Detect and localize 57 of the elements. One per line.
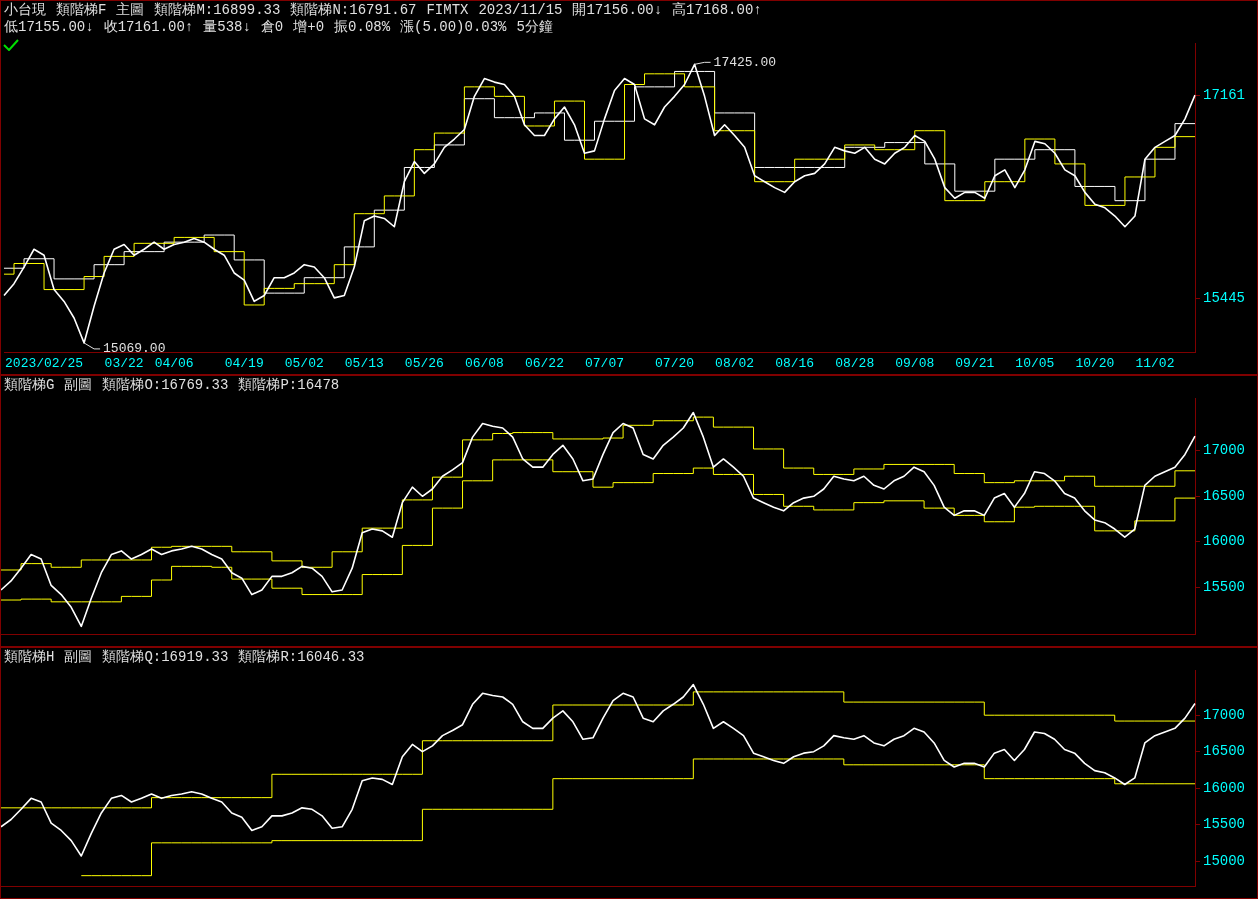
- text: 振0.08%: [334, 19, 391, 36]
- text: 類階梯H: [4, 649, 55, 666]
- text: 低17155.00↓: [4, 19, 94, 36]
- text: 類階梯R:16046.33: [238, 649, 365, 666]
- y-tick-label: 17161: [1203, 86, 1246, 103]
- annotation: 15069.00: [103, 341, 166, 357]
- y-tick-label: 16000: [1203, 533, 1246, 550]
- text: 類階梯M:16899.33: [154, 2, 281, 19]
- annotation: 17425.00: [713, 54, 776, 70]
- text: 副圖: [64, 649, 93, 666]
- y-tick-label: 15000: [1203, 852, 1246, 869]
- text: 類階梯F: [56, 2, 107, 19]
- x-tick-label: 06/22: [524, 355, 564, 371]
- y-tick-label: 16500: [1203, 487, 1246, 504]
- x-tick-label: 05/02: [284, 355, 324, 371]
- y-tick-label: 16500: [1203, 743, 1246, 760]
- x-tick-label: 06/08: [464, 355, 504, 371]
- text: 增+0: [293, 19, 325, 36]
- x-tick-label: 08/28: [835, 355, 875, 371]
- x-tick-label: 08/02: [715, 355, 755, 371]
- x-tick-label: 05/26: [404, 355, 444, 371]
- text: 2023/11/15: [478, 2, 563, 19]
- text: 收17161.00↑: [103, 19, 194, 36]
- x-tick-label: 03/22: [104, 355, 144, 371]
- text: 主圖: [116, 2, 145, 19]
- text: 高17168.00↑: [672, 2, 762, 19]
- y-tick-label: 16000: [1203, 779, 1246, 796]
- text: 類階梯Q:16919.33: [102, 649, 229, 666]
- text: FIMTX: [426, 2, 469, 19]
- text: 類階梯G: [4, 377, 55, 394]
- text: 副圖: [64, 377, 93, 394]
- text: 漲(5.00)0.03%: [400, 19, 507, 36]
- text: 類階梯O:16769.33: [102, 377, 229, 394]
- y-tick-label: 17000: [1203, 442, 1246, 459]
- y-tick-label: 17000: [1203, 706, 1246, 723]
- text: 量538↓: [203, 19, 251, 36]
- x-tick-label: 07/07: [585, 355, 625, 371]
- text: 類階梯N:16791.67: [290, 2, 417, 19]
- text: 類階梯P:16478: [238, 377, 340, 394]
- x-tick-label: 10/20: [1075, 355, 1115, 371]
- text: 倉0: [260, 19, 284, 36]
- x-tick-label: 04/19: [224, 355, 264, 371]
- x-tick-label: 05/13: [344, 355, 384, 371]
- y-tick-label: 15500: [1203, 816, 1246, 833]
- x-tick-label: 09/21: [955, 355, 995, 371]
- x-tick-label: 08/16: [775, 355, 815, 371]
- text: 5分鐘: [516, 19, 553, 36]
- text: 小台現: [4, 2, 46, 19]
- x-tick-label: 10/05: [1015, 355, 1055, 371]
- y-tick-label: 15445: [1203, 290, 1246, 307]
- x-tick-label: 2023/02/25: [5, 355, 84, 371]
- x-tick-label: 11/02: [1135, 355, 1175, 371]
- text: 開17156.00↓: [572, 2, 663, 19]
- x-tick-label: 07/20: [655, 355, 695, 371]
- y-tick-label: 15500: [1203, 578, 1246, 595]
- x-tick-label: 04/06: [154, 355, 194, 371]
- x-tick-label: 09/08: [895, 355, 935, 371]
